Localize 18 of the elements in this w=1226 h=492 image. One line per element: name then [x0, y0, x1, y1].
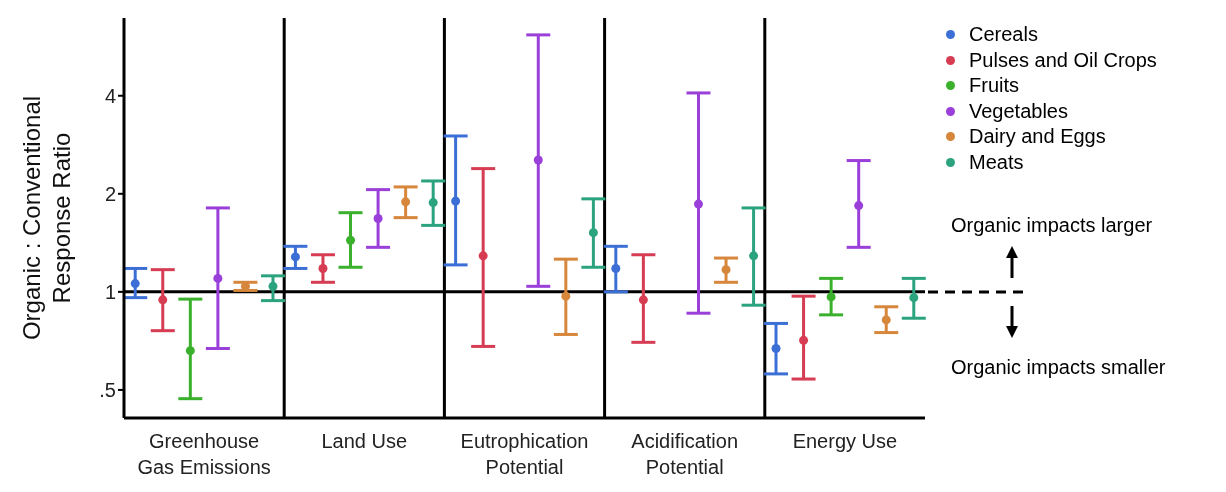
x-tick-label: Energy Use [792, 430, 898, 452]
x-tick-label: Eutrophication Potential [460, 430, 589, 478]
y-tick-label: 4 [104, 84, 116, 107]
legend-label: Vegetables [969, 98, 1068, 124]
legend-label: Fruits [969, 73, 1019, 98]
legend-label: Meats [969, 149, 1024, 175]
y-axis-title: Organic : Conventional Response Ratio [18, 95, 75, 341]
y-tick-label: .5 [99, 379, 116, 402]
x-tick-label: Greenhouse Gas Emissions [137, 430, 271, 478]
y-tick-label: 1 [104, 280, 116, 303]
legend-label: Pulses and Oil Crops [969, 47, 1157, 73]
x-tick-label: Acidification Potential [631, 430, 739, 478]
text: Organic impacts smaller [951, 356, 1166, 379]
legend-label: Cereals [969, 22, 1038, 47]
text: Organic impacts larger [951, 214, 1153, 237]
y-tick-label: 2 [104, 182, 116, 205]
legend-label: Dairy and Eggs [969, 124, 1106, 149]
x-tick-label: Land Use [321, 430, 408, 452]
